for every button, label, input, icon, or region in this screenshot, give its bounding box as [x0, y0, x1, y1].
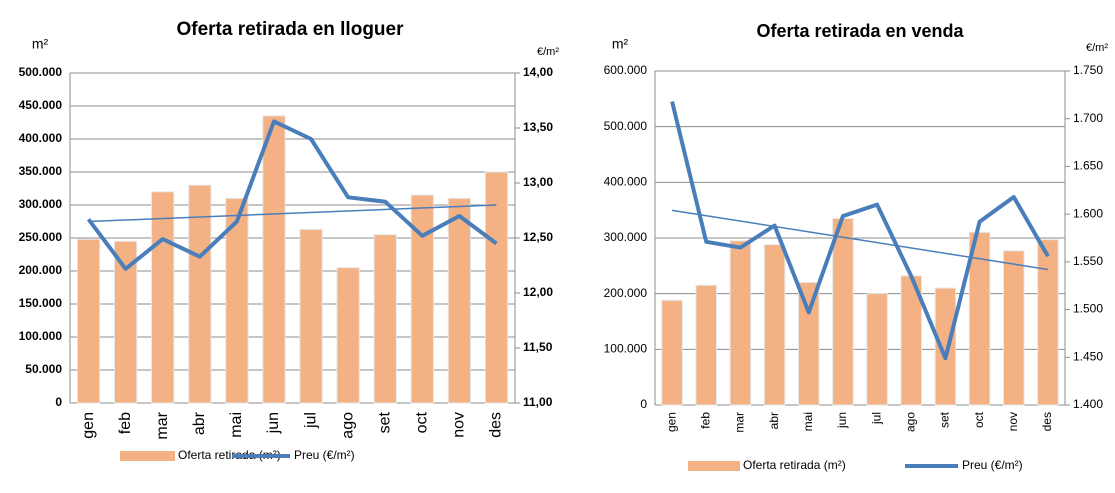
y-tick-label: 250.000: [19, 230, 63, 244]
bar: [729, 240, 752, 406]
bar: [661, 299, 683, 406]
bar: [151, 191, 175, 404]
bar: [866, 293, 888, 406]
legend-swatch: [688, 461, 740, 471]
y-tick-label: 500.000: [19, 65, 63, 79]
x-tick-label: mai: [801, 412, 815, 431]
bar: [410, 194, 434, 404]
x-tick-label: set: [938, 411, 952, 428]
legend-label: Oferta retirada (m²): [743, 458, 846, 472]
price-line: [86, 119, 498, 271]
y2-tick-label: 11,50: [523, 340, 553, 354]
y-tick-label: 200.000: [604, 286, 648, 300]
y2-tick-label: 1.550: [1073, 254, 1103, 268]
y2-tick-label: 1.700: [1073, 111, 1103, 125]
x-tick-label: oct: [972, 411, 986, 428]
legend-label: Preu (€/m²): [294, 448, 355, 462]
y2-unit: €/m²: [537, 46, 559, 58]
x-tick-label: gen: [664, 412, 678, 432]
y-tick-label: 100.000: [604, 342, 648, 356]
y2-tick-label: 1.600: [1073, 206, 1103, 220]
bar: [798, 282, 820, 406]
y-tick-label: 0: [55, 395, 62, 409]
x-tick-label: mar: [733, 412, 747, 433]
y2-tick-label: 1.750: [1073, 63, 1103, 77]
y-tick-label: 200.000: [19, 263, 63, 277]
bar: [225, 197, 249, 404]
bar: [934, 287, 957, 406]
x-tick-label: gen: [80, 412, 97, 439]
bar: [1037, 239, 1059, 406]
legend-swatch: [120, 451, 175, 461]
bar: [447, 197, 471, 404]
trend-line: [88, 204, 497, 223]
x-tick-label: feb: [117, 412, 134, 434]
x-tick-label: mar: [154, 411, 171, 439]
x-tick-label: jul: [869, 412, 883, 425]
y-tick-label: 400.000: [604, 175, 648, 189]
bar: [695, 284, 717, 406]
x-tick-label: jun: [265, 412, 282, 434]
y2-tick-label: 1.650: [1073, 159, 1103, 173]
y-unit: m²: [32, 36, 49, 52]
bar: [262, 115, 286, 404]
bar: [336, 267, 360, 404]
bar: [114, 240, 138, 404]
y-tick-label: 300.000: [604, 230, 648, 244]
y-tick-label: 450.000: [19, 98, 63, 112]
y2-tick-label: 1.400: [1073, 397, 1103, 411]
x-tick-label: nov: [1006, 412, 1020, 431]
y2-tick-label: 12,00: [523, 285, 553, 299]
x-tick-label: oct: [414, 411, 431, 433]
bar: [299, 228, 323, 404]
bar: [763, 244, 786, 406]
y2-tick-label: 13,50: [523, 120, 553, 134]
legend-label: Preu (€/m²): [962, 458, 1023, 472]
y2-tick-label: 14,00: [523, 65, 553, 79]
x-tick-label: jun: [835, 412, 849, 429]
chart-title: Oferta retirada en venda: [756, 21, 964, 41]
x-tick-label: nov: [451, 412, 468, 438]
y-tick-label: 50.000: [25, 362, 62, 376]
x-tick-label: mai: [228, 412, 245, 438]
y2-tick-label: 13,00: [523, 175, 553, 189]
y-tick-label: 300.000: [19, 197, 63, 211]
y-tick-label: 500.000: [604, 119, 648, 133]
y-unit: m²: [612, 36, 629, 52]
price-line: [670, 101, 1050, 361]
x-tick-label: abr: [191, 411, 208, 435]
legend-label: Oferta retirada (m²): [178, 448, 281, 462]
x-tick-label: abr: [767, 412, 781, 429]
x-tick-label: jul: [302, 412, 319, 429]
bar: [832, 218, 854, 406]
y2-tick-label: 11,00: [523, 395, 553, 409]
y-tick-label: 150.000: [19, 296, 63, 310]
bar: [484, 171, 509, 404]
trend-line: [671, 209, 1049, 271]
x-tick-label: set: [376, 411, 393, 433]
y2-tick-label: 1.500: [1073, 302, 1103, 316]
y-tick-label: 0: [640, 397, 647, 411]
y2-unit: €/m²: [1086, 42, 1108, 54]
bar: [373, 234, 397, 404]
x-tick-label: ago: [339, 412, 356, 439]
y2-tick-label: 12,50: [523, 230, 553, 244]
y-tick-label: 100.000: [19, 329, 63, 343]
y2-tick-label: 1.450: [1073, 349, 1103, 363]
x-tick-label: des: [1040, 412, 1054, 431]
bar: [76, 238, 101, 404]
x-tick-label: des: [488, 412, 505, 438]
bar: [188, 184, 212, 404]
y-tick-label: 600.000: [604, 63, 648, 77]
x-tick-label: feb: [698, 412, 712, 429]
bar: [968, 231, 991, 406]
x-tick-label: ago: [903, 412, 917, 432]
y-tick-label: 350.000: [19, 164, 63, 178]
chart-title: Oferta retirada en lloguer: [176, 19, 404, 40]
bar: [1003, 250, 1025, 406]
y-tick-label: 400.000: [19, 131, 63, 145]
